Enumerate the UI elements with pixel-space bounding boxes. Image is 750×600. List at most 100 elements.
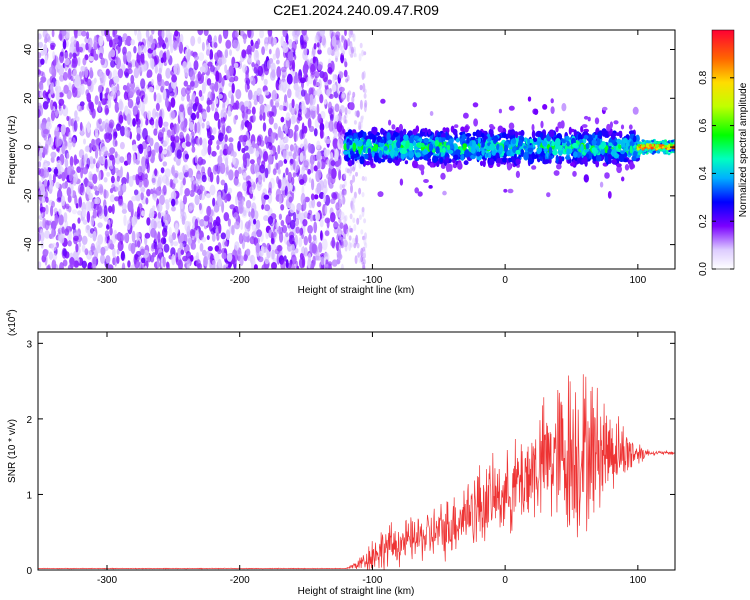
heatmap-cell	[69, 256, 75, 269]
heatmap-cell	[171, 127, 176, 137]
heatmap-cell	[93, 77, 97, 84]
heatmap-cell	[480, 133, 485, 138]
heatmap-cell	[48, 251, 54, 260]
heatmap-cell	[463, 125, 469, 133]
heatmap-cell	[105, 107, 110, 115]
colorbar-tick-label: 0.2	[698, 214, 709, 228]
heatmap-cell	[162, 174, 168, 184]
heatmap-cell	[188, 99, 193, 107]
heatmap-cell	[320, 230, 323, 241]
heatmap-cell	[566, 148, 570, 156]
heatmap-cell	[488, 151, 492, 159]
heatmap-cell	[64, 228, 70, 236]
heatmap-cell	[134, 253, 139, 261]
heatmap-cell	[225, 157, 229, 168]
snr-series-line	[38, 374, 675, 570]
heatmap-cell	[221, 247, 227, 255]
heatmap-cell	[38, 261, 42, 269]
heatmap-cell	[67, 68, 72, 80]
heatmap-cell	[289, 203, 296, 214]
heatmap-cell	[364, 99, 368, 108]
heatmap-cell	[109, 154, 115, 161]
heatmap-cell	[67, 194, 72, 203]
svg-text:(x104): (x104)	[6, 309, 18, 336]
heatmap-cell	[440, 172, 446, 180]
heatmap-cell	[580, 125, 584, 133]
heatmap-cell	[352, 129, 357, 134]
heatmap-cell	[194, 155, 198, 164]
heatmap-cell	[457, 162, 463, 170]
heatmap-cell	[164, 199, 170, 205]
heatmap-cell	[408, 150, 414, 158]
heatmap-cell	[304, 196, 310, 203]
y-tick-label: 0	[23, 144, 34, 150]
heatmap-cell	[158, 242, 163, 249]
heatmap-cell	[391, 124, 396, 130]
heatmap-cell	[289, 144, 294, 152]
heatmap-cell	[562, 139, 566, 144]
heatmap-cell	[141, 58, 145, 65]
heatmap-cell	[184, 67, 190, 78]
heatmap-cell	[290, 115, 296, 125]
heatmap-cell	[115, 57, 122, 70]
heatmap-cell	[162, 185, 167, 193]
heatmap-cell	[266, 142, 269, 149]
heatmap-cell	[111, 203, 115, 215]
heatmap-cell	[267, 30, 273, 37]
heatmap-cell	[212, 259, 216, 266]
heatmap-cell	[299, 34, 304, 46]
spectrogram-x-label: Height of straight line (km)	[298, 285, 415, 296]
x-tick-label: 100	[629, 275, 646, 286]
heatmap-cell	[211, 233, 216, 242]
heatmap-cell	[262, 111, 266, 122]
heatmap-cell	[656, 150, 661, 154]
heatmap-cell	[100, 254, 105, 264]
heatmap-cell	[442, 147, 446, 154]
heatmap-cell	[250, 208, 255, 219]
heatmap-cell	[489, 143, 496, 151]
heatmap-cell	[120, 166, 123, 178]
heatmap-cell	[129, 87, 135, 96]
heatmap-cell	[512, 130, 516, 135]
heatmap-cell	[573, 151, 578, 158]
heatmap-cell	[340, 263, 344, 269]
heatmap-cell	[49, 76, 54, 84]
heatmap-cell	[171, 254, 176, 266]
y-tick-label: 20	[23, 92, 34, 104]
heatmap-cell	[348, 30, 352, 39]
heatmap-cell	[201, 111, 208, 120]
heatmap-cell	[511, 138, 517, 145]
heatmap-cell	[282, 42, 289, 54]
heatmap-cell	[263, 215, 269, 222]
heatmap-cell	[114, 151, 118, 159]
heatmap-cell	[363, 218, 367, 224]
heatmap-cell	[127, 200, 134, 213]
heatmap-cell	[179, 201, 184, 210]
heatmap-cell	[184, 153, 189, 160]
heatmap-cell	[127, 62, 132, 70]
heatmap-cell	[317, 113, 322, 123]
heatmap-cell	[400, 141, 406, 146]
heatmap-cell	[283, 158, 288, 164]
heatmap-cell	[135, 96, 141, 105]
heatmap-cell	[245, 248, 251, 256]
heatmap-cell	[192, 94, 196, 100]
heatmap-cell	[580, 143, 584, 153]
heatmap-cell	[55, 181, 60, 189]
heatmap-cell	[165, 67, 171, 79]
heatmap-cell	[327, 176, 331, 186]
heatmap-cell	[319, 219, 324, 228]
heatmap-cell	[318, 242, 323, 253]
heatmap-cell	[43, 43, 48, 55]
heatmap-cell	[386, 132, 391, 141]
heatmap-cell	[237, 249, 242, 257]
heatmap-cell	[234, 221, 240, 230]
heatmap-cell	[149, 207, 155, 219]
y-tick-label: 2	[26, 415, 32, 426]
heatmap-cell	[420, 169, 425, 176]
heatmap-cell	[197, 30, 204, 36]
heatmap-cell	[170, 247, 176, 257]
heatmap-cell	[86, 157, 91, 168]
heatmap-cell	[38, 52, 42, 59]
heatmap-cell	[266, 242, 271, 251]
